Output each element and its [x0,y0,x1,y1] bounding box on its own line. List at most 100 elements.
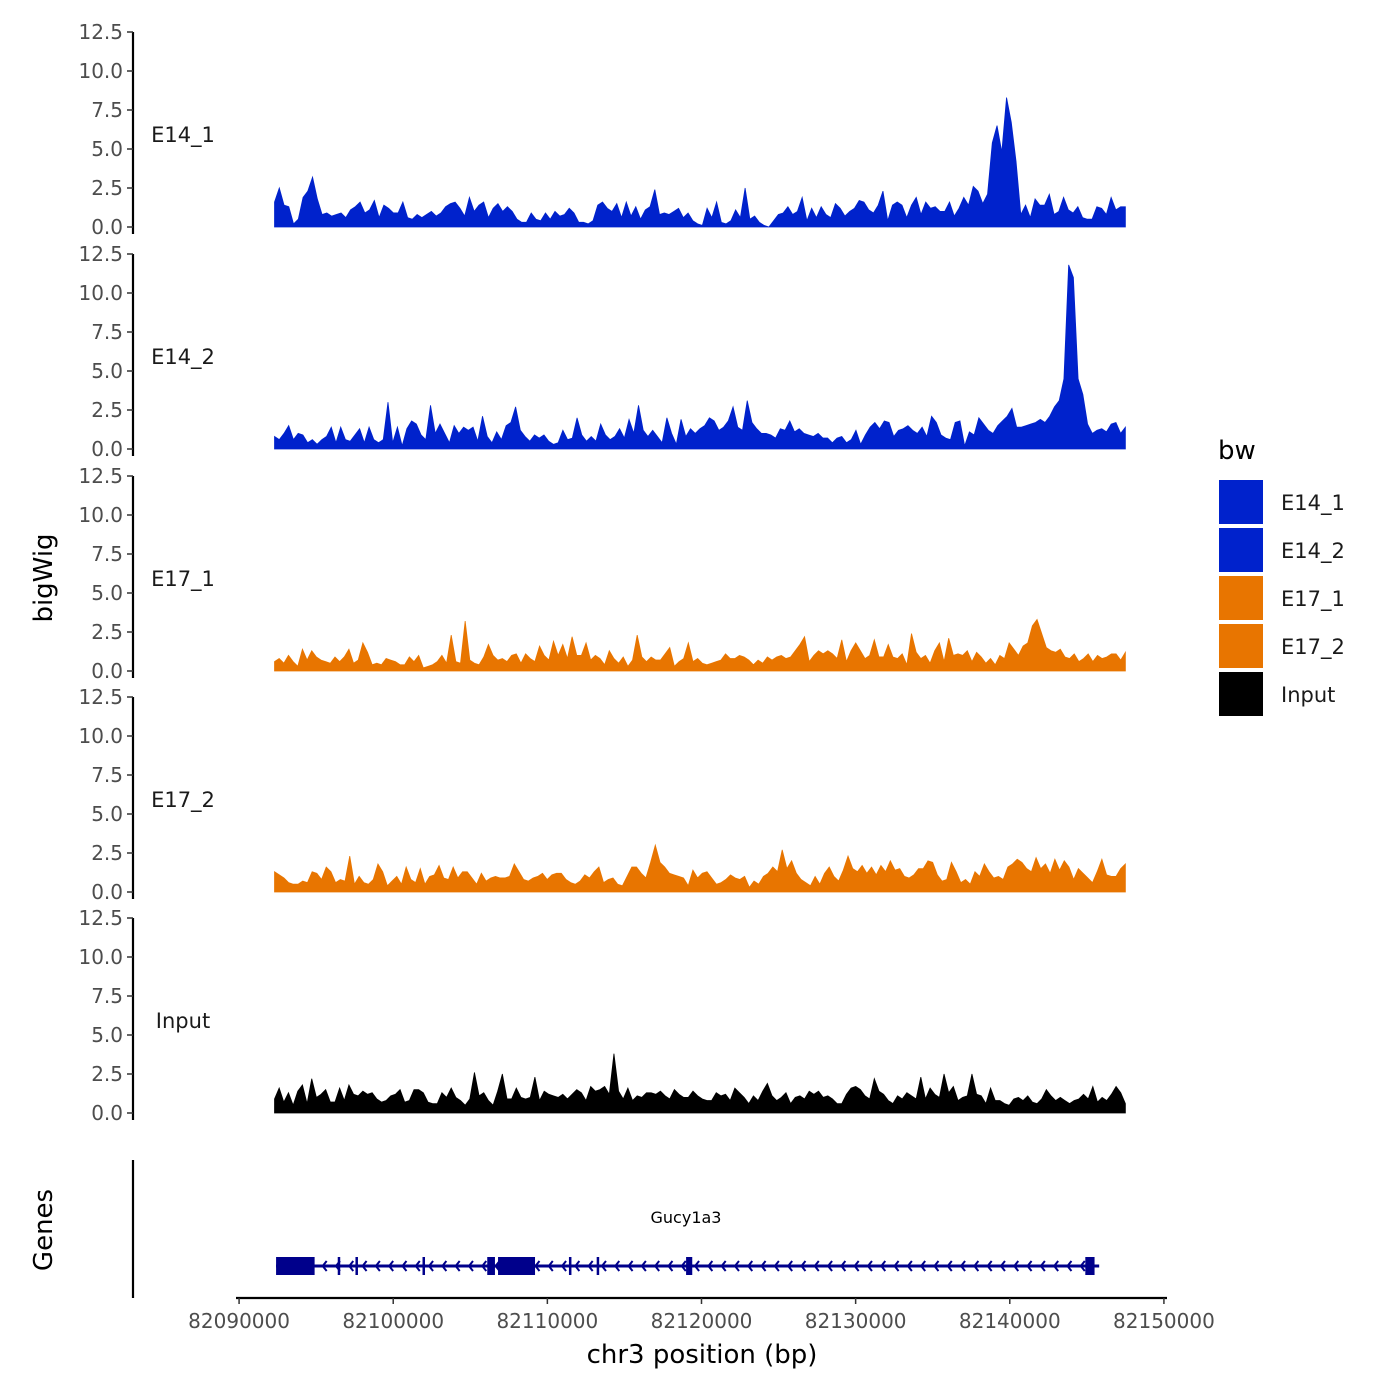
strand-arrow [720,1260,727,1272]
strand-arrow [680,1260,687,1272]
strand-arrow [374,1260,381,1272]
coverage-area-E14_1 [274,97,1126,228]
gene-label: Gucy1a3 [651,1208,722,1227]
strand-arrow [906,1260,913,1272]
track-label-E14_1: E14_1 [151,123,215,148]
strand-arrow [879,1260,887,1272]
y-tick-label: 7.5 [91,763,123,787]
strand-arrow [853,1260,860,1272]
legend-swatch-E17_1 [1219,576,1263,620]
strand-arrow [760,1260,767,1272]
strand-arrow [347,1260,355,1272]
strand-arrow [627,1260,634,1272]
y-tick-label: 10.0 [78,59,123,83]
strand-arrow [1066,1260,1073,1272]
strand-arrow [733,1260,740,1272]
genes-layer [131,1160,1100,1298]
y-tick-label: 2.5 [91,841,123,865]
gene-exon [487,1257,495,1275]
strand-arrow [361,1260,368,1272]
gene-exon [596,1257,600,1275]
gene-exon [1085,1257,1095,1275]
y-tick-label: 10.0 [78,503,123,527]
track-label-E17_2: E17_2 [151,788,215,813]
gene-exon [498,1257,536,1275]
strand-arrow [693,1260,700,1272]
y-tick-label: 10.0 [78,724,123,748]
strand-arrow [321,1260,328,1272]
strand-arrow [387,1260,394,1272]
strand-arrow [1026,1260,1033,1272]
strand-arrow [560,1260,567,1272]
legend-label-Input: Input [1281,683,1335,707]
strand-arrow [441,1260,448,1272]
strand-arrow [1052,1260,1059,1272]
y-tick-label: 0.0 [91,1101,123,1125]
x-tick-label: 82120000 [651,1309,753,1333]
strand-arrow [667,1260,674,1272]
x-tick-label: 82140000 [959,1309,1061,1333]
strand-arrow [959,1260,966,1272]
track-Input: 0.0 2.5 5.0 7.5 10.0 12.5 Input [78,906,1126,1125]
strand-arrow [707,1260,714,1272]
legend-title: bw [1218,436,1256,466]
gene-exon [686,1257,693,1275]
coverage-area-E17_1 [274,618,1126,672]
y-tick-label: 12.5 [78,685,123,709]
track-label-E17_1: E17_1 [151,567,215,592]
strand-arrow [613,1260,621,1272]
legend-swatch-Input [1219,672,1263,716]
strand-arrow [480,1260,488,1272]
x-axis-title: chr3 position (bp) [587,1340,818,1370]
y-tick-label: 7.5 [91,542,123,566]
gene-exon [422,1257,426,1275]
strand-arrow [414,1260,421,1272]
y-axis-title: bigWig [29,533,59,622]
x-axis: 82090000 82100000 82110000 82120000 82130000… [188,1296,1215,1333]
genes-axis-title: Genes [29,1189,59,1271]
y-tick-label: 5.0 [91,802,123,826]
strand-arrow [773,1260,780,1272]
x-tick-label: 82150000 [1113,1309,1215,1333]
y-tick-label: 0.0 [91,880,123,904]
legend-swatch-E14_1 [1219,480,1263,524]
strand-arrow [600,1260,607,1272]
strand-arrow [640,1260,647,1272]
track-label-E14_2: E14_2 [151,345,215,370]
y-tick-label: 10.0 [78,945,123,969]
y-tick-label: 2.5 [91,176,123,200]
legend-swatch-E17_2 [1219,624,1263,668]
gene-exon [276,1257,315,1275]
y-tick-label: 7.5 [91,984,123,1008]
strand-arrow [401,1260,408,1272]
track-E14_2: 0.0 2.5 5.0 7.5 10.0 12.5 E14_2 [78,242,1126,461]
legend-label-E14_2: E14_2 [1281,539,1345,564]
y-tick-label: 2.5 [91,620,123,644]
strand-arrow [840,1260,847,1272]
strand-arrow [986,1260,993,1272]
strand-arrow [587,1260,594,1272]
strand-arrow [919,1260,926,1272]
gene-exon [337,1257,341,1275]
strand-arrow [999,1260,1006,1272]
coverage-area-Input [274,1053,1126,1114]
strand-arrow [973,1260,980,1272]
strand-arrow [866,1260,873,1272]
track-E17_2: 0.0 2.5 5.0 7.5 10.0 12.5 E17_2 [78,685,1126,904]
strand-arrow [454,1260,461,1272]
y-tick-label: 5.0 [91,359,123,383]
legend-label-E17_1: E17_1 [1281,587,1345,612]
track-E14_1: 0.0 2.5 5.0 7.5 10.0 12.5 E14_1 [78,20,1126,239]
y-tick-label: 0.0 [91,437,123,461]
legend-swatch-E14_2 [1219,528,1263,572]
strand-arrow [1079,1260,1086,1272]
strand-arrow [933,1260,940,1272]
y-tick-label: 2.5 [91,398,123,422]
y-tick-label: 7.5 [91,320,123,344]
coverage-area-E14_2 [274,264,1126,450]
legend-label-E14_1: E14_1 [1281,491,1345,516]
track-E17_1: 0.0 2.5 5.0 7.5 10.0 12.5 E17_1 [78,464,1126,683]
strand-arrow [653,1260,660,1272]
y-tick-label: 0.0 [91,215,123,239]
